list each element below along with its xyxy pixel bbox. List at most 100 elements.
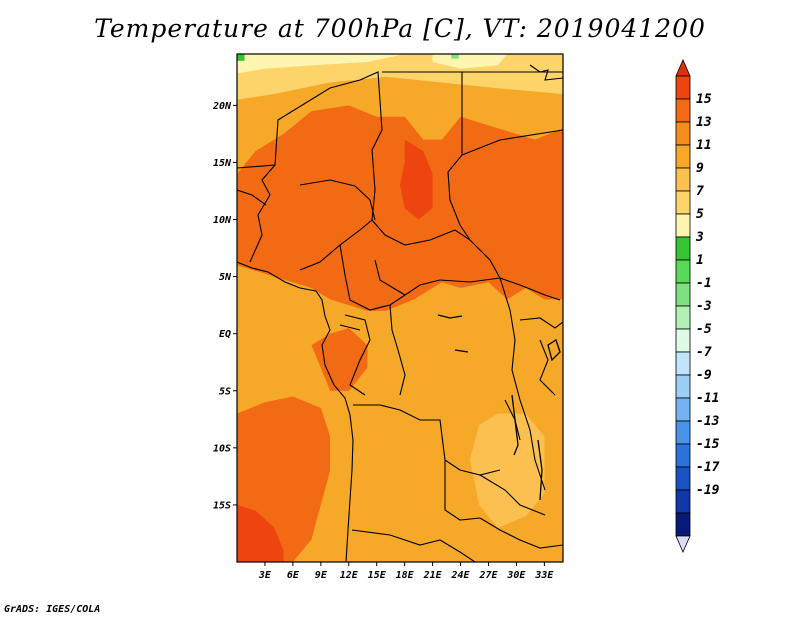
colorbar-segment (675, 236, 691, 261)
boundary-line-8 (371, 219, 561, 301)
colorbar-segment (675, 489, 691, 514)
lon-tick-label: 18E (396, 570, 415, 581)
lon-tick-label: 24E (451, 570, 471, 581)
lat-tick-label: 20N (212, 101, 232, 112)
lon-tick-label: 27E (478, 570, 498, 581)
boundary-line-21 (519, 317, 563, 329)
lat-tick-label: 15S (213, 500, 231, 511)
boundary-line-15 (339, 324, 361, 331)
lon-tick-label: 6E (287, 570, 300, 581)
colorbar-label: -1 (696, 276, 712, 291)
lake-outlines (437, 314, 561, 501)
colorbar-segment (675, 397, 691, 422)
lon-tick-label: 3E (258, 570, 272, 581)
east-warm-patch (469, 413, 545, 528)
chad-hotspot (400, 139, 433, 220)
colorbar-segment (675, 374, 691, 399)
lon-tick-label: 30E (506, 570, 526, 581)
colorbar-segment (675, 190, 691, 215)
lon-tick-label: 15E (368, 570, 387, 581)
boundary-line-10 (339, 244, 441, 311)
lon-tick-label: 12E (340, 570, 359, 581)
boundary-line-4 (237, 189, 267, 206)
boundary-line-18 (351, 529, 441, 546)
lake-malawi (537, 439, 543, 501)
colorbar-segment (675, 282, 691, 307)
sahel-hot-belt (237, 105, 563, 311)
colorbar-label: 7 (696, 184, 704, 199)
colorbar-segment (675, 98, 691, 123)
lon-tick-label: 21E (423, 570, 443, 581)
lat-tick-label: EQ (219, 329, 231, 340)
boundary-line-25 (479, 517, 563, 549)
boundary-line-3 (299, 179, 376, 221)
colorbar-label: -3 (696, 299, 712, 314)
colorbar-segment (675, 259, 691, 284)
colorbar-segment (675, 144, 691, 169)
green-speck-nw (237, 54, 245, 61)
colorbar-segment (675, 305, 691, 330)
colorbar-label: -9 (696, 368, 712, 383)
boundary-line-17 (444, 460, 481, 521)
colorbar-label: 5 (696, 207, 704, 222)
colorbar-segment (675, 443, 691, 468)
congo-river-marks (437, 314, 463, 319)
colorbar-label: -13 (696, 414, 720, 429)
boundary-line-24 (479, 474, 546, 516)
boundary-line-11 (374, 259, 406, 296)
colorbar-label: 3 (695, 230, 704, 245)
boundary-line-20 (499, 277, 546, 491)
colorbar-label: -15 (696, 437, 720, 452)
grads-credit: GrADS: IGES/COLA (4, 604, 101, 615)
lat-tick-label: 15N (213, 158, 232, 169)
plot-frame (236, 53, 564, 563)
colorbar-segment (675, 466, 691, 491)
boundary-line-26 (529, 64, 563, 81)
lon-tick-label: 33E (534, 570, 554, 581)
lat-tick-label: 5N (219, 272, 232, 283)
colorbar-label: -7 (696, 345, 712, 360)
colorbar-label: -17 (696, 460, 720, 475)
colorbar-label: 9 (696, 161, 704, 176)
lon-tick-label: 9E (315, 570, 328, 581)
boundary-line-16 (353, 404, 501, 476)
boundary-line-1 (237, 71, 383, 221)
lat-tick-label: 10S (213, 443, 231, 454)
lake-victoria (547, 339, 561, 362)
colorbar-label: -5 (696, 322, 712, 337)
boundary-line-0 (237, 261, 354, 562)
lake-tanganyika (511, 394, 519, 456)
colorbar: 15 13 11 9 7 5 3 1 -1 -3 -5 -7 -9 -11 -13 -15 -17 -19 (675, 59, 720, 553)
colorbar-segment (675, 512, 691, 537)
boundary-line-2 (249, 164, 276, 263)
colorbar-label: 15 (696, 92, 712, 107)
lat-tick-label: 5S (219, 386, 231, 397)
sw-hotspot (237, 504, 284, 562)
colorbar-label: 11 (696, 138, 712, 153)
colorbar-segment (675, 121, 691, 146)
colorbar-segment (675, 328, 691, 353)
boundary-line-7 (461, 129, 563, 156)
figure-title: Temperature at 700hPa [C], VT: 201904120… (94, 14, 706, 43)
sahara-cool-edge (237, 54, 405, 74)
colorbar-segment (675, 351, 691, 376)
boundary-line-13 (344, 314, 371, 396)
colorbar-label: -19 (696, 483, 720, 498)
colorbar-segment (675, 213, 691, 238)
colorbar-segment (675, 420, 691, 445)
colorbar-top-arrow (675, 59, 691, 77)
colorbar-segment (675, 75, 691, 100)
colorbar-label: 13 (696, 115, 712, 130)
colorbar-label: 1 (696, 253, 704, 268)
inland-water-mark (454, 349, 469, 353)
colorbar-segment (675, 167, 691, 192)
boundary-line-12 (439, 277, 501, 283)
green-speck-ne (451, 54, 459, 59)
boundary-line-22 (539, 339, 556, 396)
boundary-line-19 (439, 539, 476, 562)
colorbar-label: -11 (696, 391, 719, 406)
lat-tick-label: 10N (213, 215, 232, 226)
temperature-field (237, 54, 563, 562)
